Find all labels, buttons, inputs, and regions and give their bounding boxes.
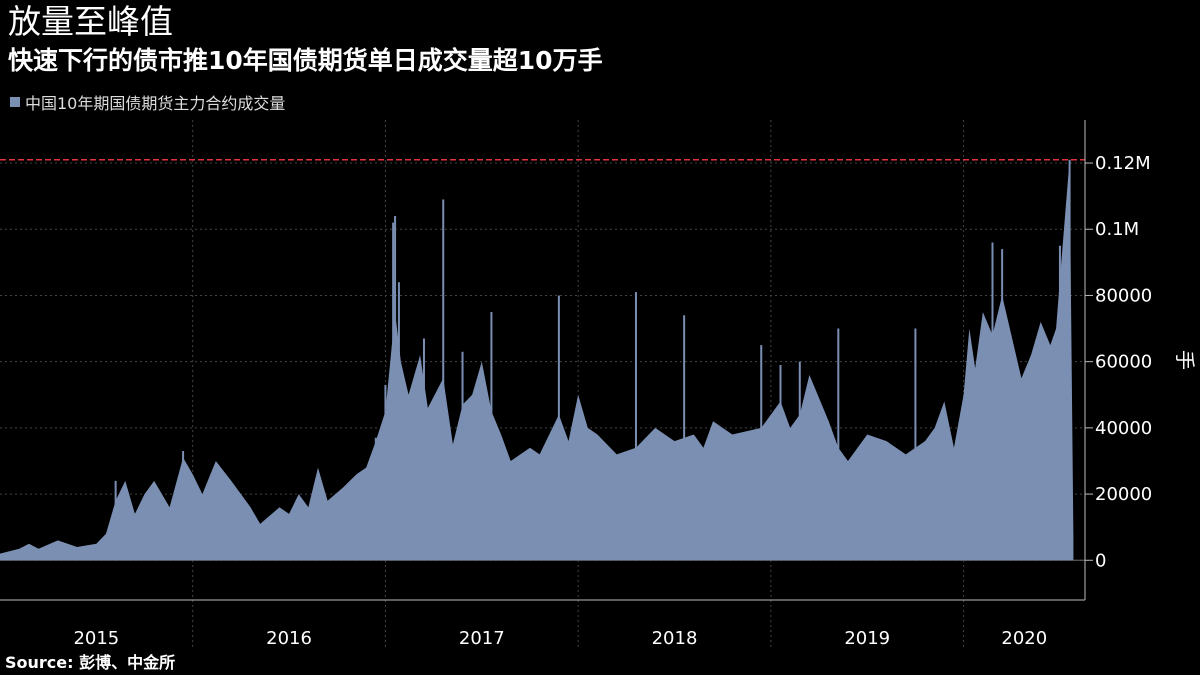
x-tick-label: 2018 — [652, 628, 698, 649]
axes: 0 20000 40000 60000 80000 0.1M 0.12M 2015 2016 20… — [0, 120, 1152, 649]
x-tick-label: 2020 — [1001, 628, 1047, 649]
y-tick-label: 0.12M — [1095, 153, 1151, 174]
legend: 中国10年期国债期货主力合约成交量 — [10, 90, 285, 114]
y-tick-label: 60000 — [1095, 352, 1152, 373]
volume-series — [0, 159, 1074, 561]
grid-lines — [0, 120, 1085, 650]
y-axis-title: 手 — [1173, 350, 1197, 370]
chart-subtitle: 快速下行的债市推10年国债期货单日成交量超10万手 — [8, 46, 603, 75]
y-tick-label: 40000 — [1095, 418, 1152, 439]
y-tick-label: 80000 — [1095, 285, 1152, 306]
x-tick-label: 2017 — [459, 628, 505, 649]
volume-area — [0, 159, 1074, 561]
y-tick-label: 0.1M — [1095, 219, 1139, 240]
x-tick-label: 2019 — [844, 628, 890, 649]
chart-title: 放量至峰值 — [8, 2, 173, 41]
y-tick-label: 20000 — [1095, 484, 1152, 505]
x-tick-label: 2016 — [266, 628, 312, 649]
legend-swatch — [10, 97, 20, 107]
source-note: Source: 彭博、中金所 — [5, 653, 176, 672]
legend-label: 中国10年期国债期货主力合约成交量 — [25, 94, 286, 113]
x-tick-label: 2015 — [73, 628, 119, 649]
y-tick-label: 0 — [1095, 550, 1106, 571]
